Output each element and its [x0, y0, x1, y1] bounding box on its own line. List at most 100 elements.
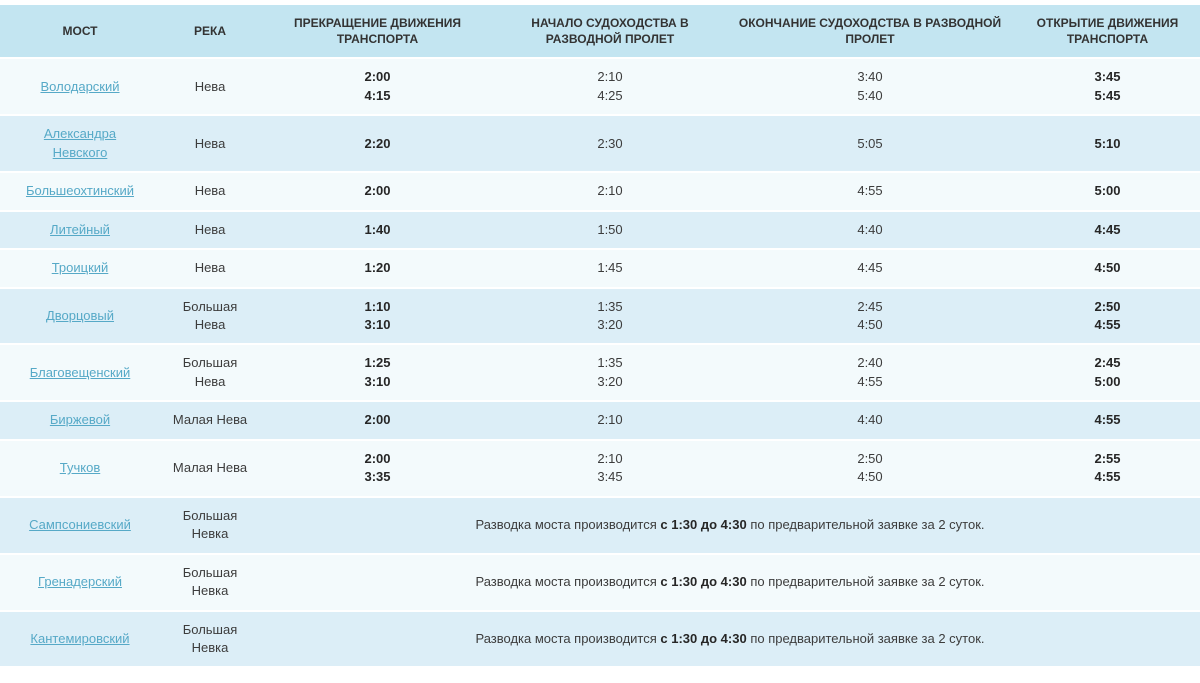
table-row: Гренадерский Большая Невка Разводка моста …	[0, 554, 1200, 610]
table-row: Троицкий Нева 1:20 1:45 4:45 4:50	[0, 250, 1200, 287]
cell-bridge: Александра Невского	[0, 116, 160, 172]
note-time-range: с 1:30 до 4:30	[660, 573, 747, 589]
cell-bridge: Большеохтинский	[0, 173, 160, 210]
column-header-traffic-stop: ПРЕКРАЩЕНИЕ ДВИЖЕНИЯ ТРАНСПОРТА	[260, 5, 495, 58]
cell-note: Разводка моста производится с 1:30 до 4:…	[260, 554, 1200, 610]
cell-bridge: Дворцовый	[0, 288, 160, 344]
cell-note: Разводка моста производится с 1:30 до 4:…	[260, 497, 1200, 553]
cell-river: Малая Нева	[160, 402, 260, 439]
column-header-nav-end: ОКОНЧАНИЕ СУДОХОДСТВА В РАЗВОДНОЙ ПРОЛЕТ	[725, 5, 1015, 58]
cell-traffic-open: 5:00	[1015, 173, 1200, 210]
cell-river: Нева	[160, 211, 260, 249]
cell-river: Нева	[160, 173, 260, 210]
cell-nav-start: 2:10	[495, 173, 725, 210]
table-row: Большеохтинский Нева 2:00 2:10 4:55 5:00	[0, 173, 1200, 210]
cell-nav-end: 2:50 4:50	[725, 440, 1015, 496]
cell-river: Малая Нева	[160, 440, 260, 496]
cell-nav-start: 2:10 4:25	[495, 59, 725, 115]
bridge-link[interactable]: Сампсониевский	[29, 516, 131, 532]
cell-traffic-open: 4:50	[1015, 250, 1200, 287]
column-header-bridge: МОСТ	[0, 5, 160, 58]
table-row: Александра Невского Нева 2:20 2:30 5:05 5:10	[0, 116, 1200, 172]
note-time-range: с 1:30 до 4:30	[660, 630, 747, 646]
table-row: Благовещенский Большая Нева 1:25 3:10 1:35 …	[0, 345, 1200, 401]
cell-river: Большая Невка	[160, 611, 260, 667]
cell-river: Большая Нева	[160, 288, 260, 344]
column-header-river: РЕКА	[160, 5, 260, 58]
table-header: МОСТ РЕКА ПРЕКРАЩЕНИЕ ДВИЖЕНИЯ ТРАНСПОРТ…	[0, 5, 1200, 58]
cell-traffic-stop: 1:25 3:10	[260, 345, 495, 401]
cell-bridge: Тучков	[0, 440, 160, 496]
table-body: Володарский Нева 2:00 4:15 2:10 4:25 3:40 5:…	[0, 59, 1200, 667]
cell-nav-end: 5:05	[725, 116, 1015, 172]
cell-river: Большая Нева	[160, 345, 260, 401]
note-text-suffix: по предварительной заявке за 2 суток.	[746, 573, 985, 589]
bridge-link[interactable]: Дворцовый	[45, 307, 115, 323]
cell-bridge: Литейный	[0, 211, 160, 249]
cell-bridge: Троицкий	[0, 250, 160, 287]
cell-bridge: Володарский	[0, 59, 160, 115]
cell-nav-end: 4:55	[725, 173, 1015, 210]
cell-traffic-stop: 2:00	[260, 402, 495, 439]
cell-river: Нева	[160, 59, 260, 115]
bridge-link[interactable]: Кантемировский	[30, 630, 130, 646]
table-row: Сампсониевский Большая Невка Разводка мост…	[0, 497, 1200, 553]
cell-nav-start: 2:10 3:45	[495, 440, 725, 496]
cell-traffic-stop: 2:20	[260, 116, 495, 172]
cell-nav-end: 2:45 4:50	[725, 288, 1015, 344]
cell-traffic-stop: 2:00	[260, 173, 495, 210]
cell-traffic-open: 4:55	[1015, 402, 1200, 439]
cell-river: Большая Невка	[160, 497, 260, 553]
cell-traffic-open: 4:45	[1015, 211, 1200, 249]
cell-traffic-open: 5:10	[1015, 116, 1200, 172]
bridge-link[interactable]: Володарский	[40, 78, 120, 94]
cell-nav-start: 1:50	[495, 211, 725, 249]
bridge-schedule-table: МОСТ РЕКА ПРЕКРАЩЕНИЕ ДВИЖЕНИЯ ТРАНСПОРТ…	[0, 3, 1200, 668]
bridge-link[interactable]: Литейный	[50, 221, 110, 237]
table-row: Тучков Малая Нева 2:00 3:35 2:10 3:45 2:50 4…	[0, 440, 1200, 496]
header-row: МОСТ РЕКА ПРЕКРАЩЕНИЕ ДВИЖЕНИЯ ТРАНСПОРТ…	[0, 5, 1200, 58]
note-text-prefix: Разводка моста производится	[475, 516, 661, 532]
bridge-link[interactable]: Тучков	[59, 460, 101, 476]
cell-nav-end: 4:40	[725, 402, 1015, 439]
cell-river: Нева	[160, 116, 260, 172]
cell-traffic-open: 2:55 4:55	[1015, 440, 1200, 496]
cell-nav-start: 2:10	[495, 402, 725, 439]
table-row: Литейный Нева 1:40 1:50 4:40 4:45	[0, 211, 1200, 249]
cell-nav-end: 4:40	[725, 211, 1015, 249]
cell-nav-start: 2:30	[495, 116, 725, 172]
cell-nav-end: 4:45	[725, 250, 1015, 287]
bridge-link[interactable]: Александра Невского	[43, 126, 117, 160]
cell-traffic-open: 2:45 5:00	[1015, 345, 1200, 401]
cell-traffic-stop: 1:10 3:10	[260, 288, 495, 344]
cell-nav-start: 1:45	[495, 250, 725, 287]
column-header-nav-start: НАЧАЛО СУДОХОДСТВА В РАЗВОДНОЙ ПРОЛЕТ	[495, 5, 725, 58]
note-time-range: с 1:30 до 4:30	[660, 516, 747, 532]
cell-nav-start: 1:35 3:20	[495, 345, 725, 401]
table-row: Володарский Нева 2:00 4:15 2:10 4:25 3:40 5:…	[0, 59, 1200, 115]
bridge-link[interactable]: Большеохтинский	[25, 183, 135, 199]
note-text-prefix: Разводка моста производится	[475, 573, 661, 589]
bridge-link[interactable]: Биржевой	[49, 412, 111, 428]
cell-bridge: Биржевой	[0, 402, 160, 439]
bridge-link[interactable]: Троицкий	[51, 260, 109, 276]
cell-traffic-stop: 2:00 3:35	[260, 440, 495, 496]
cell-traffic-open: 3:45 5:45	[1015, 59, 1200, 115]
cell-nav-end: 2:40 4:55	[725, 345, 1015, 401]
note-text-prefix: Разводка моста производится	[475, 630, 661, 646]
cell-river: Нева	[160, 250, 260, 287]
cell-bridge: Гренадерский	[0, 554, 160, 610]
cell-nav-end: 3:40 5:40	[725, 59, 1015, 115]
cell-note: Разводка моста производится с 1:30 до 4:…	[260, 611, 1200, 667]
table-row: Дворцовый Большая Нева 1:10 3:10 1:35 3:20 2…	[0, 288, 1200, 344]
cell-traffic-stop: 1:40	[260, 211, 495, 249]
bridge-link[interactable]: Гренадерский	[38, 573, 122, 589]
table-row: Кантемировский Большая Невка Разводка мост…	[0, 611, 1200, 667]
bridge-link[interactable]: Благовещенский	[29, 364, 131, 380]
note-text-suffix: по предварительной заявке за 2 суток.	[746, 630, 985, 646]
cell-nav-start: 1:35 3:20	[495, 288, 725, 344]
cell-bridge: Благовещенский	[0, 345, 160, 401]
cell-river: Большая Невка	[160, 554, 260, 610]
cell-bridge: Сампсониевский	[0, 497, 160, 553]
column-header-traffic-open: ОТКРЫТИЕ ДВИЖЕНИЯ ТРАНСПОРТА	[1015, 5, 1200, 58]
